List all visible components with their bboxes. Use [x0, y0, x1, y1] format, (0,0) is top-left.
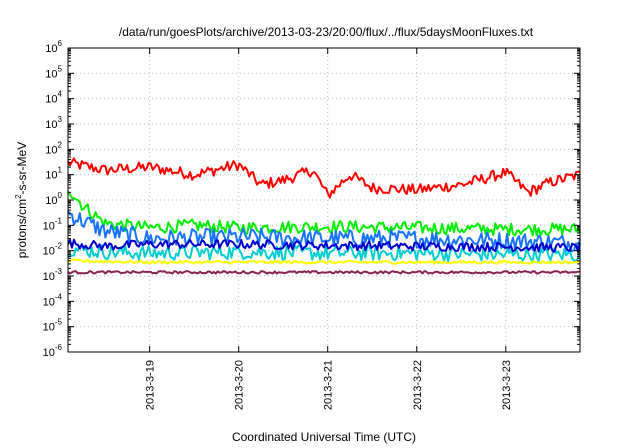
series-line-5 — [67, 238, 581, 253]
y-tick-label: 104 — [45, 90, 62, 106]
x-tick-labels: 2013-3-19 2013-3-20 2013-3-21 2013-3-22 2013… — [145, 360, 513, 410]
grid — [68, 48, 580, 352]
x-axis-label: Coordinated Universal Time (UTC) — [232, 430, 416, 444]
y-tick-label: 103 — [45, 115, 62, 131]
y-tick-label: 10-2 — [43, 242, 63, 258]
x-tick-label: 2013-3-23 — [501, 360, 513, 410]
ticks — [68, 47, 580, 353]
series-line-7 — [67, 270, 581, 275]
series-line-1 — [67, 157, 581, 199]
y-tick-label: 106 — [45, 39, 62, 55]
y-tick-label: 100 — [45, 191, 62, 207]
y-tick-label: 105 — [45, 64, 62, 80]
y-tick-label: 10-5 — [43, 318, 63, 334]
x-tick-label: 2013-3-21 — [323, 360, 335, 410]
y-tick-label: 10-1 — [43, 216, 63, 232]
series-group — [67, 157, 581, 275]
y-axis-label: protons/cm2-s-sr-MeV — [14, 142, 29, 258]
x-tick-label: 2013-3-19 — [145, 360, 157, 410]
y-tick-label: 10-3 — [43, 267, 63, 283]
y-tick-label: 10-4 — [43, 292, 63, 308]
y-tick-labels: 106 105 104 103 102 101 100 10-1 10-2 10-3 10-4 10-… — [43, 39, 63, 359]
chart-title: /data/run/goesPlots/archive/2013-03-23/2… — [119, 25, 534, 39]
x-tick-label: 2013-3-20 — [234, 360, 246, 410]
series-line-6 — [67, 258, 581, 265]
x-tick-label: 2013-3-22 — [412, 360, 424, 410]
y-tick-label: 102 — [45, 140, 62, 156]
y-tick-label: 10-6 — [43, 343, 63, 359]
series-line-3 — [67, 210, 581, 253]
series-line-4 — [67, 243, 581, 264]
series-line-2 — [67, 190, 581, 237]
y-tick-label: 101 — [45, 166, 62, 182]
